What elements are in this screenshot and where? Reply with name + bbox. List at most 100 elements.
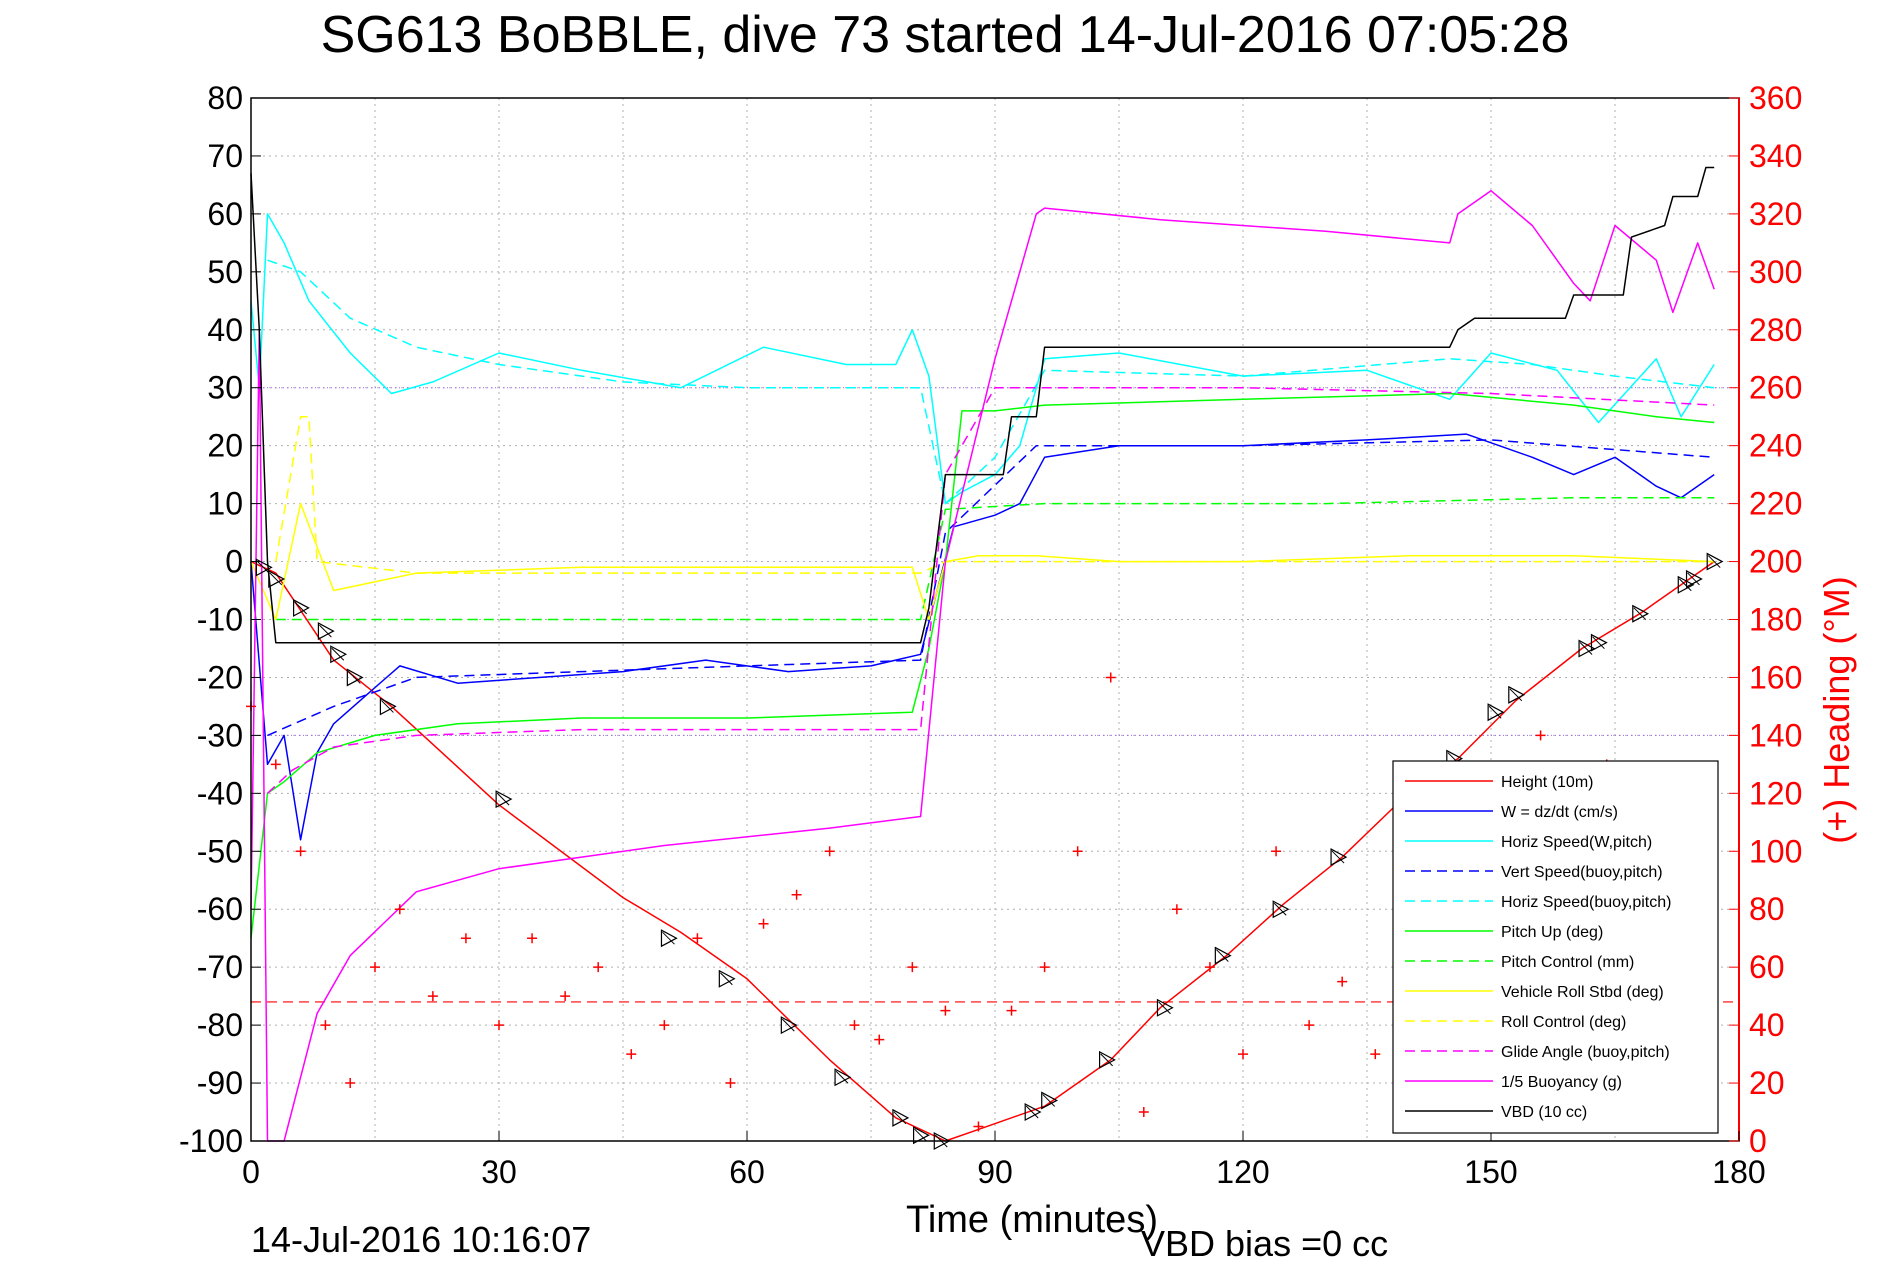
heading-point xyxy=(692,933,703,944)
footer-vbd-bias: VBD bias =0 cc xyxy=(1141,1223,1388,1262)
marker-cross xyxy=(1687,572,1700,586)
x-tick-label: 60 xyxy=(729,1154,765,1190)
heading-point xyxy=(725,1078,736,1089)
right-tick-label: 0 xyxy=(1749,1123,1767,1159)
left-tick-label: -80 xyxy=(197,1007,243,1043)
heading-point xyxy=(758,918,769,929)
heading-point xyxy=(1304,1020,1315,1031)
right-tick-label: 40 xyxy=(1749,1007,1785,1043)
legend-label: Pitch Up (deg) xyxy=(1501,924,1603,941)
right-tick-label: 280 xyxy=(1749,312,1802,348)
marker-cross xyxy=(1678,578,1692,592)
triangle-marker xyxy=(1330,848,1348,867)
marker-cross xyxy=(496,792,510,806)
legend-label: Height (10m) xyxy=(1501,774,1593,791)
legend-label: Glide Angle (buoy,pitch) xyxy=(1501,1044,1670,1061)
marker-cross xyxy=(781,1018,795,1032)
triangle-marker xyxy=(1214,946,1232,965)
heading-point xyxy=(1337,976,1348,987)
right-tick-label: 340 xyxy=(1749,138,1802,174)
heading-point xyxy=(527,933,538,944)
heading-point xyxy=(849,1020,860,1031)
left-tick-label: -10 xyxy=(197,602,243,638)
triangle-marker xyxy=(718,969,736,988)
x-tick-label: 120 xyxy=(1216,1154,1269,1190)
heading-point xyxy=(1238,1049,1248,1060)
heading-point xyxy=(270,759,281,770)
marker-cross xyxy=(1488,705,1502,719)
marker-cross xyxy=(294,601,307,615)
left-axis: -100-90-80-70-60-50-40-30-20-10010203040… xyxy=(179,80,261,1159)
x-axis-label: Time (minutes) xyxy=(906,1199,1158,1241)
heading-point xyxy=(1138,1107,1149,1118)
triangle-marker xyxy=(660,929,678,948)
triangle-marker xyxy=(1099,1050,1116,1069)
heading-point xyxy=(370,962,380,973)
right-axis: 0 20 40 60 80 100 120 140 160 180 200 220 240 260 280 3… xyxy=(1729,80,1802,1159)
marker-cross xyxy=(893,1111,907,1125)
series-1-5-buoyancy-g xyxy=(250,189,1715,1142)
legend: Height (10m) W = dz/dt (cm/s) Horiz Speed(… xyxy=(1392,760,1719,1134)
legend-label: Horiz Speed(buoy,pitch) xyxy=(1501,894,1671,911)
triangle-marker xyxy=(1677,575,1695,594)
triangle-marker xyxy=(255,558,273,577)
marker-cross xyxy=(1158,1001,1171,1015)
triangle-marker xyxy=(317,622,335,641)
marker-cross xyxy=(381,700,394,713)
heading-point xyxy=(593,962,604,973)
heading-point xyxy=(494,1020,504,1031)
legend-label: Vehicle Roll Stbd (deg) xyxy=(1501,984,1664,1001)
heading-point xyxy=(1006,1005,1017,1016)
legend-label: 1/5 Buoyancy (g) xyxy=(1501,1074,1622,1091)
heading-point xyxy=(659,1020,670,1031)
marker-cross xyxy=(719,972,733,986)
triangle-marker xyxy=(1156,998,1174,1017)
left-tick-label: 10 xyxy=(207,486,243,522)
marker-cross xyxy=(1100,1053,1113,1067)
triangle-marker xyxy=(346,668,364,687)
left-tick-label: 30 xyxy=(207,370,243,406)
series-w-dz-dt-cm-s xyxy=(250,433,1715,841)
triangle-marker xyxy=(1508,685,1526,704)
triangle-marker xyxy=(780,1016,798,1035)
x-tick-label: 150 xyxy=(1464,1154,1517,1190)
heading-point xyxy=(1535,730,1546,741)
heading-point xyxy=(791,889,802,900)
marker-cross xyxy=(662,931,675,945)
marker-cross xyxy=(331,647,345,661)
triangle-marker xyxy=(293,598,310,617)
series-horiz-speed-w-pitch xyxy=(250,213,1715,505)
footer-timestamp: 14-Jul-2016 10:16:07 xyxy=(251,1219,591,1260)
triangle-marker xyxy=(379,697,397,716)
triangle-marker xyxy=(1590,633,1608,652)
marker-cross xyxy=(1042,1094,1056,1107)
marker-cross xyxy=(269,572,283,586)
marker-cross xyxy=(1592,636,1605,650)
marker-cross xyxy=(1331,850,1345,864)
left-tick-label: -50 xyxy=(197,833,243,869)
left-tick-label: 50 xyxy=(207,254,243,290)
right-tick-label: 320 xyxy=(1749,196,1802,232)
heading-point xyxy=(1370,1049,1381,1060)
right-tick-label: 200 xyxy=(1749,544,1802,580)
triangle-marker xyxy=(1578,639,1596,658)
right-tick-label: 120 xyxy=(1749,775,1802,811)
legend-label: VBD (10 cc) xyxy=(1501,1104,1587,1121)
triangle-markers xyxy=(255,552,1724,1150)
heading-point xyxy=(460,933,471,944)
marker-cross xyxy=(1273,902,1287,916)
right-tick-label: 20 xyxy=(1749,1065,1785,1101)
heading-point xyxy=(874,1034,885,1045)
right-tick-label: 60 xyxy=(1749,949,1785,985)
series-horiz-speed-buoy-pitch xyxy=(267,259,1715,505)
series-pitch-control-mm xyxy=(275,497,1715,621)
right-tick-label: 100 xyxy=(1749,833,1802,869)
triangle-marker xyxy=(1685,569,1703,588)
triangle-marker xyxy=(1632,604,1650,623)
heading-point xyxy=(907,962,918,973)
legend-label: Horiz Speed(W,pitch) xyxy=(1501,834,1652,851)
marker-cross xyxy=(835,1070,849,1084)
right-axis-label: (+) Heading (°M) xyxy=(1816,576,1857,843)
chart-title: SG613 BoBBLE, dive 73 started 14-Jul-201… xyxy=(321,6,1570,64)
heading-point xyxy=(1171,904,1182,915)
